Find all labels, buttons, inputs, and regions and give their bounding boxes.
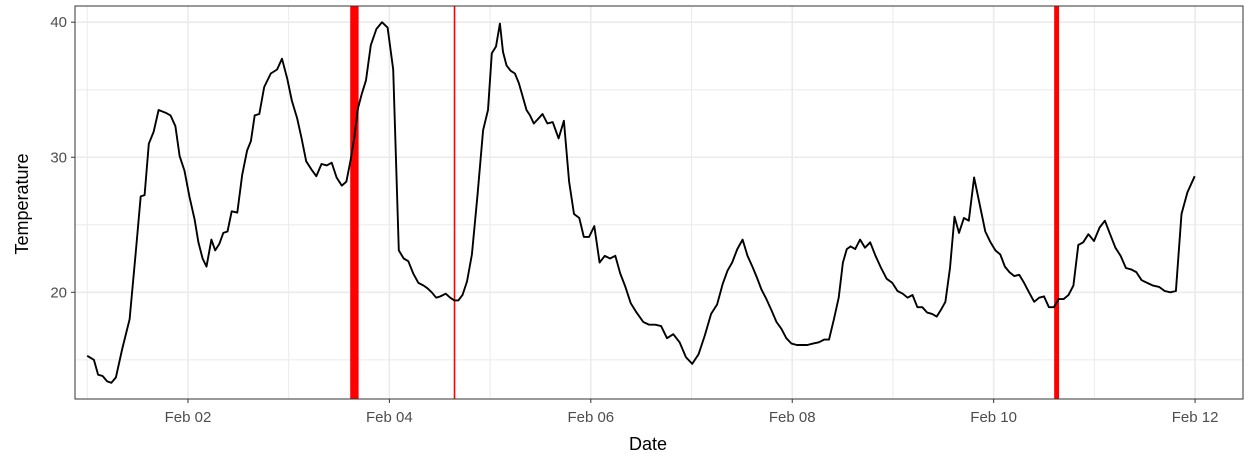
- x-tick-label: Feb 10: [970, 409, 1017, 426]
- highlight-band: [1054, 6, 1059, 399]
- x-tick-label: Feb 06: [567, 409, 614, 426]
- y-tick-label: 20: [50, 284, 67, 301]
- x-tick-label: Feb 02: [165, 409, 212, 426]
- y-tick-label: 40: [50, 14, 67, 31]
- y-tick-label: 30: [50, 149, 67, 166]
- highlight-band: [454, 6, 456, 399]
- x-tick-label: Feb 04: [366, 409, 413, 426]
- y-axis-title: Temperature: [12, 153, 32, 254]
- highlight-band: [350, 6, 358, 399]
- x-tick-label: Feb 08: [769, 409, 816, 426]
- x-axis-title: Date: [629, 434, 667, 454]
- x-tick-label: Feb 12: [1172, 409, 1219, 426]
